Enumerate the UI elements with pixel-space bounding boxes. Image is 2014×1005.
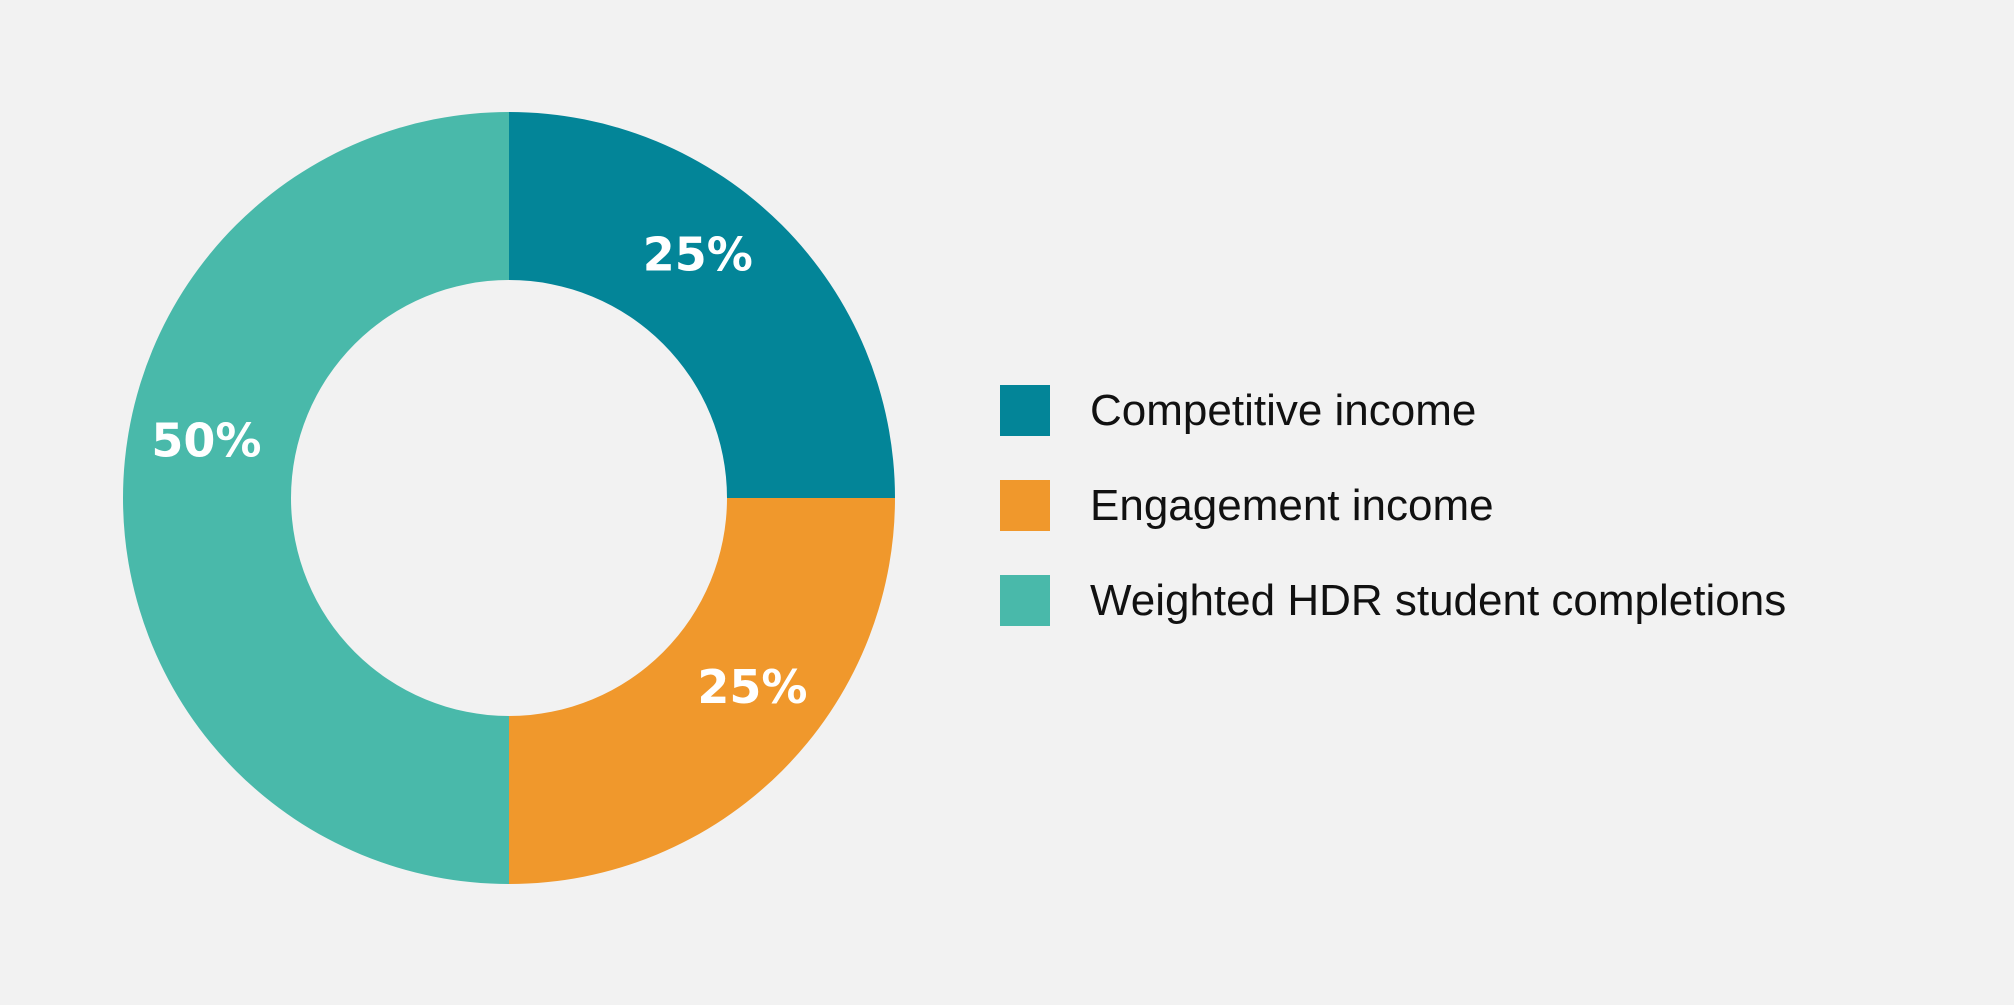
slice-value-label-weighted-hdr-student-completions: 50% <box>151 413 261 467</box>
legend-label-engagement-income: Engagement income <box>1090 480 1494 530</box>
legend-label-weighted-hdr-completions: Weighted HDR student completions <box>1090 575 1787 625</box>
donut-slice-competitive-income <box>509 112 895 498</box>
legend-swatch-engagement-income <box>1000 480 1050 531</box>
legend-item-competitive-income: Competitive income <box>1000 385 1786 436</box>
legend-item-weighted-hdr-completions: Weighted HDR student completions <box>1000 575 1786 626</box>
legend-label-competitive-income: Competitive income <box>1090 385 1477 435</box>
donut-slice-weighted-hdr-student-completions <box>123 112 509 884</box>
slice-value-label-engagement-income: 25% <box>697 660 807 714</box>
legend: Competitive income Engagement income Wei… <box>1000 385 1786 670</box>
slice-value-label-competitive-income: 25% <box>643 228 753 282</box>
legend-swatch-competitive-income <box>1000 385 1050 436</box>
donut-svg: 25% 25% 50% <box>123 112 895 884</box>
legend-swatch-weighted-hdr-completions <box>1000 575 1050 626</box>
legend-item-engagement-income: Engagement income <box>1000 480 1786 531</box>
donut-slice-engagement-income <box>509 498 895 884</box>
